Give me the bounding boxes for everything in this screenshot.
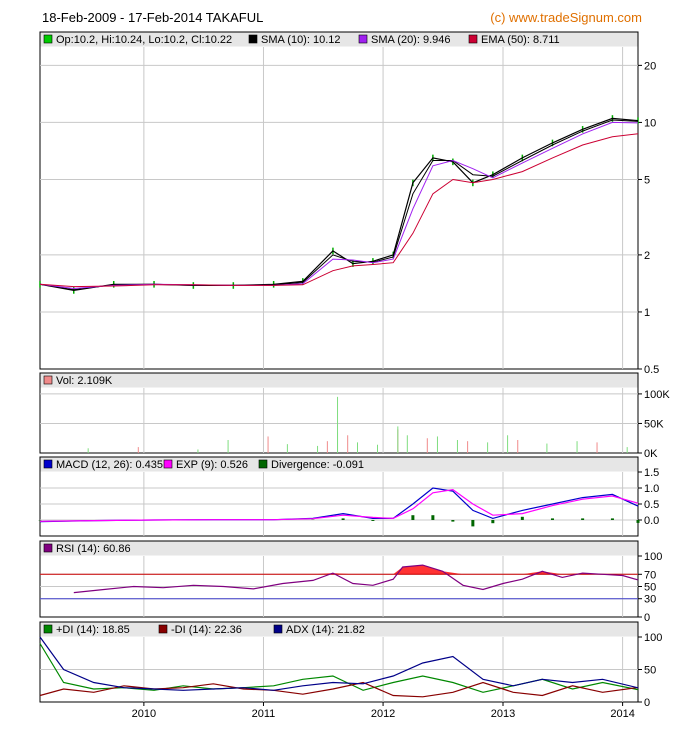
price-legend-strip [40, 32, 638, 47]
macd-ytick-label-3: 1.5 [644, 467, 659, 479]
dmi-legend-text-0: +DI (14): 18.85 [56, 624, 130, 636]
rsi-ytick-label-3: 70 [644, 569, 656, 581]
rsi-ytick-label-4: 100 [644, 551, 662, 563]
rsi-ytick-label-2: 50 [644, 582, 656, 594]
price-legend-swatch-1 [248, 34, 258, 44]
volume-legend-swatch-0 [43, 375, 53, 385]
dmi-ytick-label-0: 0 [644, 697, 650, 709]
price-ytick-label-3: 5 [644, 174, 650, 186]
xaxis-tick-label-3: 2013 [491, 708, 515, 720]
price-ytick-label-1: 1 [644, 307, 650, 319]
dmi-ytick-label-2: 100 [644, 632, 662, 644]
xaxis-tick-label-1: 2011 [252, 708, 276, 720]
rsi-series [73, 564, 639, 594]
price-legend-swatch-0 [43, 34, 53, 44]
price-ytick-label-5: 20 [644, 60, 656, 72]
rsi-legend-strip [40, 541, 638, 556]
price-ytick-label-0: 0.5 [644, 364, 659, 376]
dmi-legend-text-1: -DI (14): 22.36 [171, 624, 242, 636]
rsi-legend-text-0: RSI (14): 60.86 [56, 543, 131, 555]
price-legend-swatch-2 [358, 34, 368, 44]
price-legend-text-3: EMA (50): 8.711 [481, 34, 560, 46]
macd-ytick-label-2: 1.0 [644, 483, 659, 495]
volume-ytick-label-0: 0K [644, 448, 658, 460]
dmi-series-mdi [39, 681, 639, 698]
price-legend-text-1: SMA (10): 10.12 [261, 34, 341, 46]
dmi-legend-text-2: ADX (14): 21.82 [286, 624, 365, 636]
chart-credit: (c) www.tradeSignum.com [490, 10, 642, 25]
price-legend-text-2: SMA (20): 9.946 [371, 34, 451, 46]
dmi-legend-swatch-1 [158, 624, 168, 634]
macd-legend-text-0: MACD (12, 26): 0.435 [56, 459, 163, 471]
volume-ytick-label-1: 50K [644, 418, 664, 430]
dmi-series-adx [39, 636, 639, 691]
price-panel-frame [39, 31, 639, 370]
macd-legend-swatch-0 [43, 459, 53, 469]
xaxis-tick-label-4: 2014 [610, 708, 634, 720]
dmi-legend-swatch-2 [273, 624, 283, 634]
macd-legend-swatch-1 [163, 459, 173, 469]
macd-legend-swatch-2 [258, 459, 268, 469]
price-ytick-label-2: 2 [644, 250, 650, 262]
dmi-legend-strip [40, 622, 638, 637]
volume-ytick-label-2: 100K [644, 389, 670, 401]
xaxis-tick-label-2: 2012 [371, 708, 395, 720]
chart-title: 18-Feb-2009 - 17-Feb-2014 TAKAFUL [42, 10, 264, 25]
macd-legend-strip [40, 457, 638, 472]
price-legend-text-0: Op:10.2, Hi:10.24, Lo:10.2, Cl:10.22 [56, 34, 232, 46]
volume-legend-text-0: Vol: 2.109K [56, 375, 113, 387]
price-legend-swatch-3 [468, 34, 478, 44]
price-series-ema50 [39, 133, 639, 288]
dmi-legend-swatch-0 [43, 624, 53, 634]
xaxis-tick-label-0: 2010 [132, 708, 156, 720]
volume-legend-strip [40, 373, 638, 388]
rsi-ytick-label-0: 0 [644, 612, 650, 624]
macd-legend-text-2: Divergence: -0.091 [271, 459, 364, 471]
macd-legend-text-1: EXP (9): 0.526 [176, 459, 248, 471]
macd-ytick-label-0: 0.0 [644, 515, 659, 527]
macd-ytick-label-1: 0.5 [644, 499, 659, 511]
rsi-ytick-label-1: 30 [644, 594, 656, 606]
dmi-ytick-label-1: 50 [644, 665, 656, 677]
macd-series-exp [39, 488, 639, 522]
rsi-legend-swatch-0 [43, 543, 53, 553]
price-ytick-label-4: 10 [644, 117, 656, 129]
